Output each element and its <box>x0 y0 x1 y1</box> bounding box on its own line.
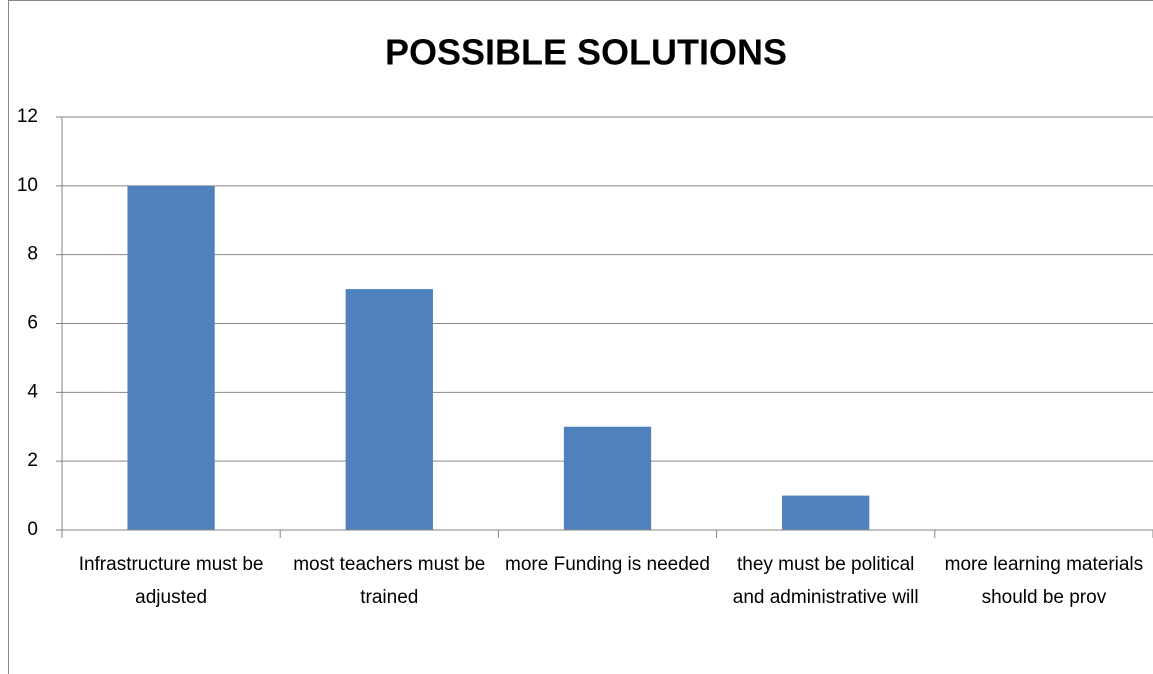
x-tick-label: Infrastructure must be adjusted <box>79 554 264 608</box>
bar <box>345 289 433 530</box>
bar <box>782 495 870 530</box>
y-tick-label: 12 <box>17 106 38 127</box>
y-tick-label: 2 <box>27 450 38 471</box>
y-tick-label: 6 <box>27 313 38 334</box>
bar <box>563 426 652 530</box>
y-tick-label: 10 <box>17 175 38 196</box>
y-tick-label: 0 <box>27 519 38 540</box>
y-tick-label: 8 <box>27 244 38 265</box>
x-tick-label: more learning materials should be prov <box>945 554 1144 608</box>
bar <box>127 185 215 531</box>
chart-title: POSSIBLE SOLUTIONS <box>385 32 787 73</box>
y-tick-label: 4 <box>27 381 38 402</box>
chart-frame <box>8 0 1153 674</box>
x-tick-label: more Funding is needed <box>505 554 710 575</box>
x-tick-label: they must be political and administrative… <box>733 554 919 608</box>
x-tick-label: most teachers must be trained <box>293 554 485 608</box>
